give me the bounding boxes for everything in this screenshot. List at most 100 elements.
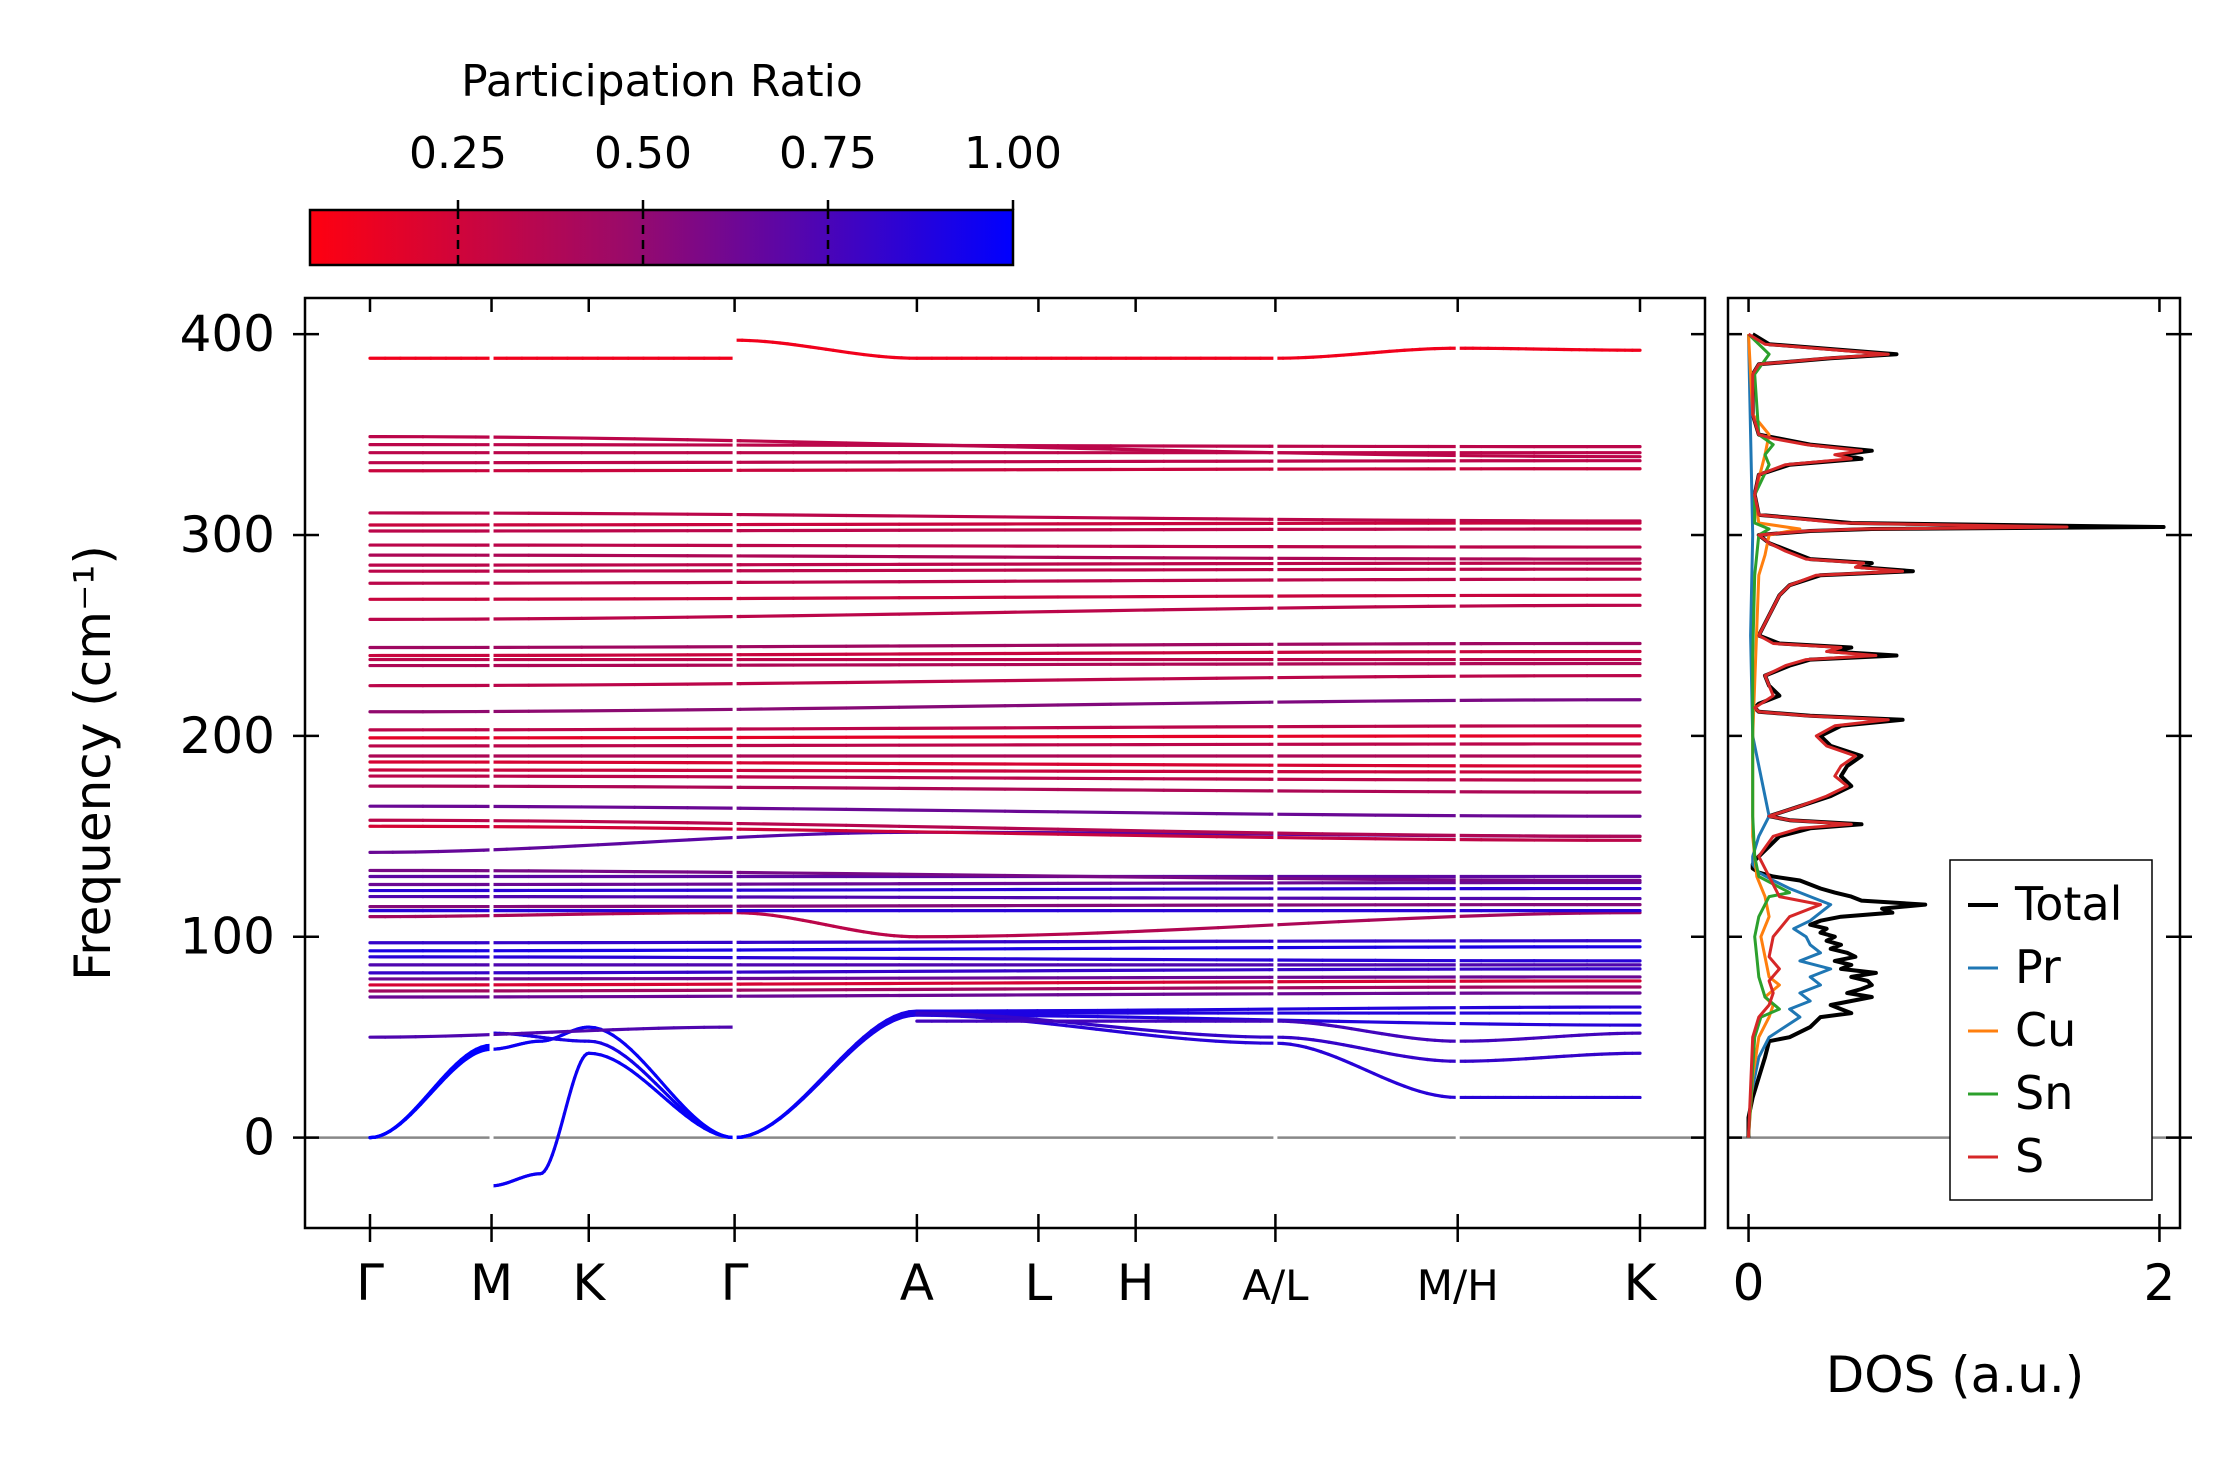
band-segment (1005, 833, 1058, 834)
band-segment (1005, 447, 1058, 448)
band-segment (1058, 812, 1111, 813)
band-segment (1216, 1035, 1231, 1036)
band-segment (1188, 928, 1218, 929)
band-segment (899, 707, 952, 708)
band-segment (1005, 811, 1058, 812)
band-segment (484, 849, 507, 850)
band-line (370, 889, 1640, 891)
band-segment (529, 437, 582, 438)
band-segment (1005, 705, 1058, 706)
legend-label: S (2015, 1129, 2044, 1183)
band-segment (575, 845, 598, 846)
band-segment (1021, 1018, 1036, 1019)
band-line (370, 977, 1640, 979)
band-segment (1081, 1024, 1096, 1026)
band-segment (552, 1032, 567, 1033)
band-line (370, 987, 1640, 991)
k-tick-label: A/L (1242, 1261, 1309, 1310)
band-segment (1111, 1027, 1126, 1028)
band-segment (1171, 1037, 1186, 1038)
dos-x-tick-label: 0 (1733, 1254, 1765, 1312)
band-line (370, 897, 1640, 899)
band-segment (740, 441, 793, 442)
band-segment (1164, 450, 1217, 451)
band-line (370, 883, 1640, 885)
band-line (370, 676, 1640, 686)
band-segment (1164, 609, 1217, 610)
band-segment (846, 707, 899, 708)
band-segment (1068, 933, 1098, 934)
band-segment (1156, 1031, 1171, 1032)
band-segment (977, 936, 1007, 937)
band-segment (1081, 1027, 1096, 1029)
band-segment (552, 846, 575, 847)
band-segment (1323, 834, 1376, 835)
band-segment (688, 440, 741, 441)
band-line (370, 786, 1640, 792)
band-segment (962, 1016, 977, 1017)
band-segment (1309, 1021, 1339, 1022)
band-segment (1096, 1029, 1111, 1031)
band-segment (582, 438, 635, 439)
band-segment (947, 1016, 962, 1017)
band-segment (1126, 1028, 1141, 1029)
band-segment (1375, 606, 1428, 607)
band-segment (846, 614, 899, 615)
band-segment (1369, 919, 1399, 920)
band-line (370, 726, 1640, 730)
band-segment (1186, 1033, 1201, 1034)
band-segment (438, 851, 461, 852)
band-segment (1323, 838, 1376, 839)
band-segment (977, 1017, 992, 1018)
band-segment (952, 875, 1005, 876)
band-segment (899, 810, 952, 811)
band-segment (1270, 453, 1323, 454)
band-segment (793, 873, 846, 874)
band-segment (688, 823, 741, 824)
band-segment (1164, 877, 1217, 878)
band-segment (1058, 876, 1111, 877)
band-segment (635, 828, 688, 829)
band-segment (1164, 678, 1217, 679)
band-segment (1007, 1017, 1022, 1018)
band-segment (1217, 678, 1270, 679)
y-tick-label: 100 (180, 908, 275, 966)
band-line (370, 664, 1640, 666)
band-segment (621, 842, 644, 843)
band-line (735, 340, 1640, 358)
band-segment (1058, 704, 1111, 705)
band-segment (1128, 1017, 1158, 1018)
band-line (370, 569, 1640, 571)
band-segment (1111, 812, 1164, 813)
band-segment (1098, 932, 1128, 933)
k-tick-label: Γ (356, 1254, 384, 1312)
band-segment (1111, 610, 1164, 611)
legend-label: Total (2014, 877, 2122, 931)
band-segment (793, 824, 846, 825)
band-segment (1156, 1036, 1171, 1038)
band-segment (635, 822, 688, 823)
band-segment (740, 683, 793, 684)
band-segment (1186, 1039, 1201, 1040)
band-line (370, 652, 1640, 656)
colorbar-tick-label: 0.75 (779, 128, 877, 179)
band-segment (1375, 454, 1428, 455)
band-segment (1369, 1022, 1399, 1023)
band-segment (1005, 680, 1058, 681)
band-line (917, 1015, 1640, 1097)
band-segment (1158, 929, 1188, 930)
band-line (370, 579, 1640, 583)
band-segment (1111, 830, 1164, 831)
band-segment (1164, 836, 1217, 837)
path-break-gap (1456, 301, 1460, 1225)
band-segment (952, 612, 1005, 613)
dos-line-cu (1749, 334, 1800, 1137)
band-segment (1111, 449, 1164, 450)
band-segment (507, 1033, 522, 1034)
band-segment (567, 1031, 582, 1032)
band-segment (1164, 813, 1217, 814)
band-segment (1323, 454, 1376, 455)
band-segment (1058, 679, 1111, 680)
k-tick-label: Γ (721, 1254, 749, 1312)
